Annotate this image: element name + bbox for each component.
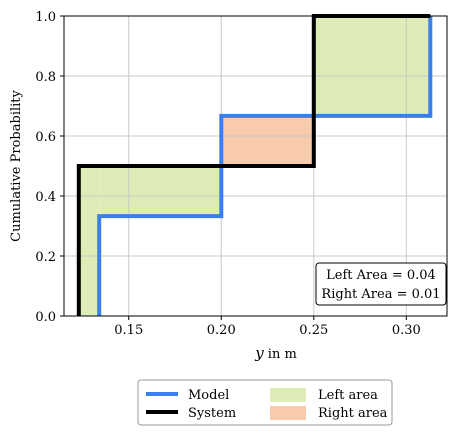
x-tick-label-3: 0.30 (392, 323, 421, 338)
x-axis-label-variable: y (254, 344, 264, 362)
x-axis-label-unit: in m (264, 347, 297, 362)
ticks-layer: 0.15 0.20 0.25 0.30 0.0 0.2 0.4 0.6 0.8 1.0 (35, 10, 420, 338)
y-tick-label-2: 0.4 (35, 190, 56, 205)
y-tick-label-3: 0.6 (35, 130, 56, 145)
y-tick-label-1: 0.2 (35, 250, 56, 265)
legend-label-model: Model (188, 388, 229, 403)
legend-label-system: System (188, 406, 236, 421)
y-axis-label: Cumulative Probability (9, 89, 24, 241)
legend-label-right-area: Right area (318, 406, 388, 421)
legend-label-left-area: Left area (318, 388, 378, 403)
legend-swatch-left-area (270, 388, 306, 402)
x-tick-label-1: 0.20 (207, 323, 236, 338)
left-area-annotation: Left Area = 0.04 (326, 268, 436, 283)
x-tick-label-0: 0.15 (114, 323, 143, 338)
right-area-annotation: Right Area = 0.01 (321, 287, 440, 302)
x-axis-label: y in m (254, 344, 297, 362)
series-line-model (97, 16, 433, 316)
plot-frame (63, 15, 448, 317)
legend-swatch-right-area (270, 406, 306, 420)
area-region-left-1 (99, 166, 222, 217)
areas-layer (78, 16, 431, 316)
area-annotation-box: Left Area = 0.04 Right Area = 0.01 (315, 262, 447, 306)
area-region-left-2 (313, 16, 431, 116)
y-tick-label-0: 0.0 (35, 310, 56, 325)
y-tick-label-4: 0.8 (35, 70, 56, 85)
area-region-left-0 (78, 166, 100, 316)
x-tick-label-2: 0.25 (299, 323, 328, 338)
legend: Model System Left area Right area (137, 379, 393, 426)
area-region-right-0 (221, 115, 314, 166)
y-tick-label-5: 1.0 (35, 10, 56, 25)
legend-frame (137, 379, 393, 426)
